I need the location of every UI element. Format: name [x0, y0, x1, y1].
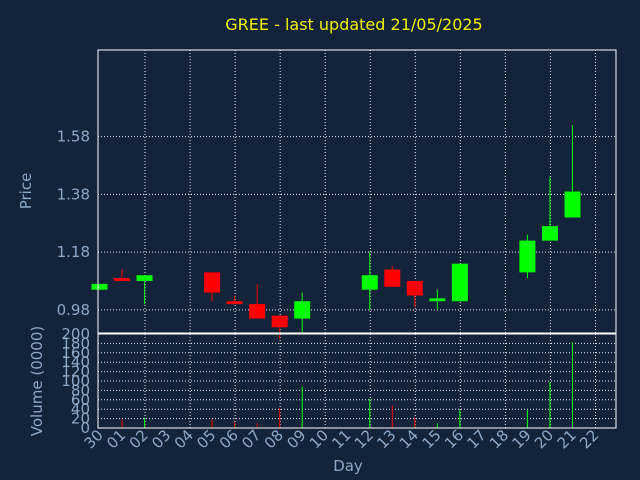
volume-tick-label: 200 [61, 325, 90, 343]
candles [91, 125, 581, 339]
volume-tick-label: 160 [61, 344, 90, 362]
volume-tick-label: 140 [61, 353, 90, 371]
volume-panel-frame [97, 333, 617, 429]
volume-tick-label: 40 [71, 400, 90, 418]
volume-grid [98, 333, 616, 429]
price-tick-label: 1.18 [57, 243, 90, 261]
candle-body [226, 301, 243, 305]
candle-body [114, 278, 131, 282]
candle-body [361, 275, 378, 290]
x-axis: 3001020304050607080910111213141516171819… [81, 426, 603, 452]
volume-tick-label: 80 [71, 381, 90, 399]
price-axis: 0.98 1.18 1.38 1.58 [57, 128, 90, 319]
candle-body [541, 226, 558, 241]
price-tick-label: 1.38 [57, 185, 90, 203]
x-axis-label: Day [333, 457, 363, 475]
candle-body [384, 269, 401, 287]
x-tick-label: 22 [576, 426, 602, 452]
price-tick-label: 1.58 [57, 128, 90, 146]
volume-tick-label: 180 [61, 334, 90, 352]
candle-body [406, 281, 423, 296]
volume-bars [121, 342, 573, 428]
volume-tick-label: 20 [71, 410, 90, 428]
volume-tick-label: 120 [61, 363, 90, 381]
candle-body [294, 301, 311, 319]
volume-tick-label: 60 [71, 391, 90, 409]
candle-body [451, 263, 468, 302]
candle-body [249, 304, 266, 319]
candle-body [204, 272, 221, 293]
chart-title: GREE - last updated 21/05/2025 [225, 15, 482, 34]
price-grid [98, 50, 616, 333]
price-panel-frame [97, 49, 617, 334]
volume-tick-label: 0 [80, 419, 90, 437]
candle-body [429, 298, 446, 302]
candle-body [271, 315, 288, 328]
candle-body [136, 275, 153, 282]
volume-tick-label: 100 [61, 372, 90, 390]
price-tick-label: 0.98 [57, 301, 90, 319]
price-axis-label: Price [17, 173, 35, 210]
candle-body [564, 191, 581, 218]
candle-body [91, 283, 108, 290]
candle-body [519, 240, 536, 273]
volume-axis-label: Volume (0000) [28, 326, 46, 436]
